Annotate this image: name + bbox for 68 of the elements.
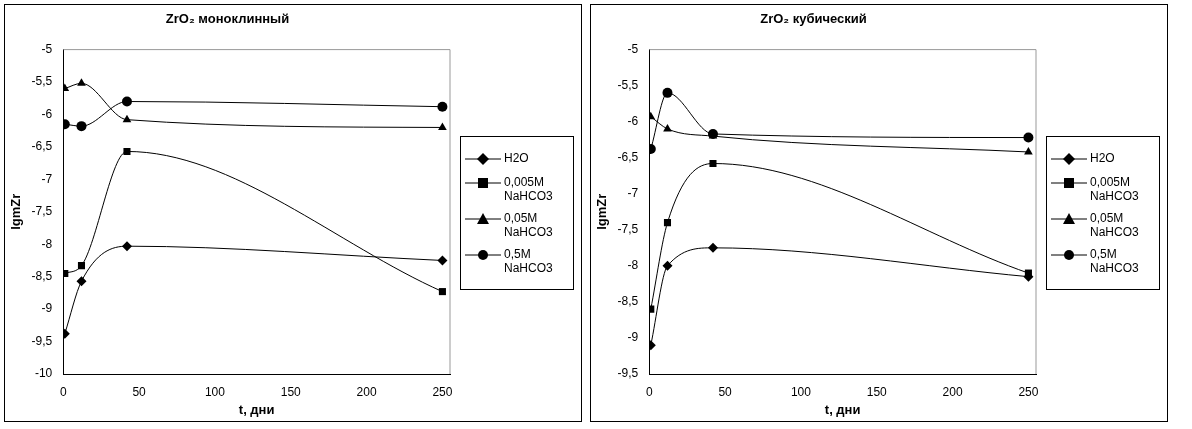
point	[438, 288, 446, 296]
y-tick-label: -5,5	[31, 74, 53, 89]
x-tick-label: 200	[942, 384, 963, 399]
point	[76, 276, 87, 287]
y-axis-title: lgmZr	[8, 193, 24, 230]
point	[76, 121, 87, 132]
y-tick-label: -8,5	[31, 268, 53, 283]
x-tick-label: 100	[204, 384, 226, 399]
point	[121, 241, 132, 252]
x-tick-label: 0	[645, 384, 653, 399]
chart-title: ZrO₂ моноклинный	[165, 11, 290, 27]
legend-label: H2O	[504, 151, 529, 165]
legend-label: 0,05M NaHCO3	[1090, 211, 1140, 239]
y-tick-label: -8	[41, 236, 53, 251]
x-axis-title: t, дни	[238, 401, 275, 417]
y-tick-label: -8,5	[617, 294, 639, 309]
x-tick-label: 250	[1018, 384, 1039, 399]
point	[662, 87, 673, 98]
legend-label: 0,005M NaHCO3	[1090, 175, 1140, 203]
y-tick-label: -6,5	[31, 139, 53, 154]
point	[437, 101, 448, 112]
x-tick-label: 250	[432, 384, 453, 399]
x-tick-label: 200	[356, 384, 377, 399]
y-tick-label: -7	[41, 171, 53, 186]
legend-label: 0,5M NaHCO3	[1090, 247, 1140, 275]
y-tick-label: -5	[627, 41, 639, 56]
y-tick-label: -10	[34, 366, 53, 381]
y-tick-label: -8	[627, 258, 639, 273]
y-tick-label: -9,5	[31, 333, 53, 348]
y-tick-label: -9	[41, 301, 53, 316]
y-tick-label: -6	[627, 114, 639, 128]
y-axis-title: lgmZr	[594, 193, 610, 230]
x-tick-label: 50	[718, 384, 733, 399]
point	[662, 260, 673, 271]
point	[121, 96, 132, 107]
y-tick-label: -6,5	[617, 150, 639, 165]
y-tick-label: -9	[627, 330, 639, 345]
point	[663, 219, 672, 227]
legend-label: 0,005M NaHCO3	[504, 175, 554, 203]
point	[63, 83, 70, 92]
point	[709, 159, 717, 168]
point	[649, 111, 656, 120]
x-tick-label: 0	[59, 384, 67, 399]
legend-label: 0,5M NaHCO3	[504, 247, 554, 275]
x-tick-label: 100	[790, 384, 812, 399]
point	[122, 114, 132, 123]
legend-label: H2O	[1090, 151, 1115, 165]
point	[1023, 132, 1034, 143]
y-tick-label: -5	[41, 41, 53, 56]
x-tick-label: 150	[866, 384, 888, 399]
point	[438, 122, 447, 130]
x-tick-label: 50	[132, 384, 147, 399]
x-tick-label: 150	[280, 384, 302, 399]
point	[663, 123, 672, 132]
y-tick-label: -7,5	[617, 222, 639, 237]
point	[437, 255, 448, 266]
legend-label: 0,05M NaHCO3	[504, 211, 554, 239]
x-axis-title: t, дни	[824, 401, 861, 417]
point	[77, 262, 86, 270]
y-tick-label: -7,5	[31, 204, 53, 219]
y-tick-label: -6	[41, 106, 53, 121]
point	[77, 78, 86, 86]
chart-title: ZrO₂ кубический	[760, 11, 867, 27]
point	[707, 242, 718, 253]
y-tick-label: -7	[627, 186, 639, 201]
y-tick-label: -5,5	[617, 77, 639, 92]
point	[123, 147, 131, 155]
y-tick-label: -9,5	[617, 366, 639, 381]
